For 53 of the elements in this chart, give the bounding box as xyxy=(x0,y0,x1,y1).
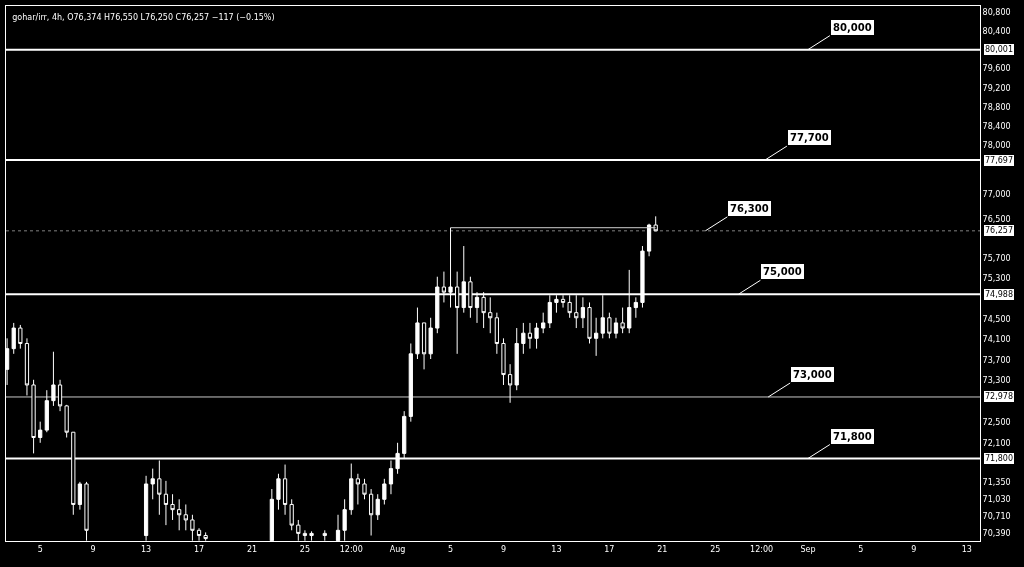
annotation: 73,000 xyxy=(793,369,832,380)
annotation: 71,800 xyxy=(833,431,872,442)
y-tick-label: 72,100 xyxy=(982,438,1011,448)
y-tick-label: 79,600 xyxy=(982,64,1011,74)
x-tick-label: 17 xyxy=(604,544,615,554)
x-tick-label: Sep xyxy=(800,544,816,554)
y-tick-label: 80,400 xyxy=(982,26,1011,36)
x-tick-label: 9 xyxy=(500,544,507,554)
ref-line-label: 77,697 xyxy=(985,156,1013,165)
x-tick-label: 17 xyxy=(193,544,205,554)
x-tick-label: 13 xyxy=(141,544,152,554)
y-tick-label: 71,030 xyxy=(982,495,1011,505)
x-tick-label: 12:00 xyxy=(339,544,363,554)
y-tick-label: 75,700 xyxy=(982,254,1011,264)
y-tick-label: 72,500 xyxy=(982,417,1011,427)
x-tick-label: 21 xyxy=(657,544,668,554)
y-tick-label: 79,200 xyxy=(982,83,1011,93)
y-tick-label: 73,700 xyxy=(982,355,1011,365)
x-tick-label: 21 xyxy=(246,544,258,554)
x-tick-label: 9 xyxy=(911,544,917,554)
y-tick-label: 70,390 xyxy=(982,529,1011,539)
x-tick-label: 25 xyxy=(710,544,721,554)
y-tick-label: 73,300 xyxy=(982,376,1011,386)
y-tick-label: 80,800 xyxy=(982,7,1011,17)
y-tick-label: 78,400 xyxy=(982,121,1011,131)
x-tick-label: Aug xyxy=(389,544,406,554)
x-tick-label: 9 xyxy=(90,544,96,554)
x-tick-label: 13 xyxy=(551,544,562,554)
y-tick-label: 78,000 xyxy=(982,141,1011,151)
ref-line-label: 74,988 xyxy=(985,290,1013,299)
y-tick-label: 75,300 xyxy=(982,274,1011,284)
annotation: 75,000 xyxy=(763,266,802,277)
text: gohar/irr, 4h, O76,374 H76,550 L76,250 C76,257 −117 (−0.15%) xyxy=(12,12,275,22)
x-tick-label: 5 xyxy=(447,544,454,554)
y-tick-label: 77,000 xyxy=(982,189,1011,199)
annotation: 80,000 xyxy=(833,22,872,33)
x-tick-label: 5 xyxy=(37,544,43,554)
y-tick-label: 70,710 xyxy=(982,512,1011,522)
x-tick-label: 25 xyxy=(299,544,311,554)
x-tick-label: 5 xyxy=(858,544,864,554)
y-tick-label: 74,500 xyxy=(982,314,1011,324)
y-tick-label: 74,100 xyxy=(982,335,1011,345)
annotation: 77,700 xyxy=(790,132,829,143)
y-tick-label: 76,500 xyxy=(982,214,1011,224)
ref-line-label: 80,001 xyxy=(985,45,1013,54)
x-tick-label: 13 xyxy=(961,544,972,554)
ref-line-label: 71,800 xyxy=(985,454,1013,463)
y-tick-label: 71,350 xyxy=(982,478,1011,488)
x-tick-label: 12:00 xyxy=(750,544,774,554)
ref-line-label: 76,257 xyxy=(985,226,1013,235)
y-tick-label: 78,800 xyxy=(982,102,1011,112)
annotation: 76,300 xyxy=(730,203,769,214)
ref-line-label: 72,978 xyxy=(985,392,1013,401)
